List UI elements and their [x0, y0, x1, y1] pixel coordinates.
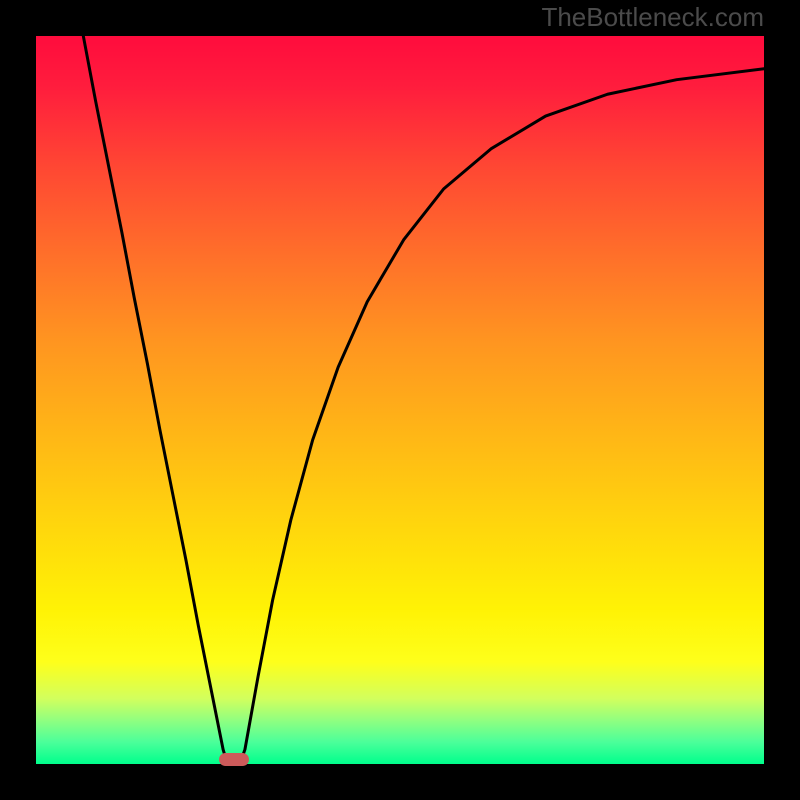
optimal-point-marker — [219, 753, 248, 766]
bottleneck-curve — [36, 36, 764, 764]
chart-frame: TheBottleneck.com — [0, 0, 800, 800]
watermark-text: TheBottleneck.com — [541, 2, 764, 33]
plot-area — [36, 36, 764, 764]
